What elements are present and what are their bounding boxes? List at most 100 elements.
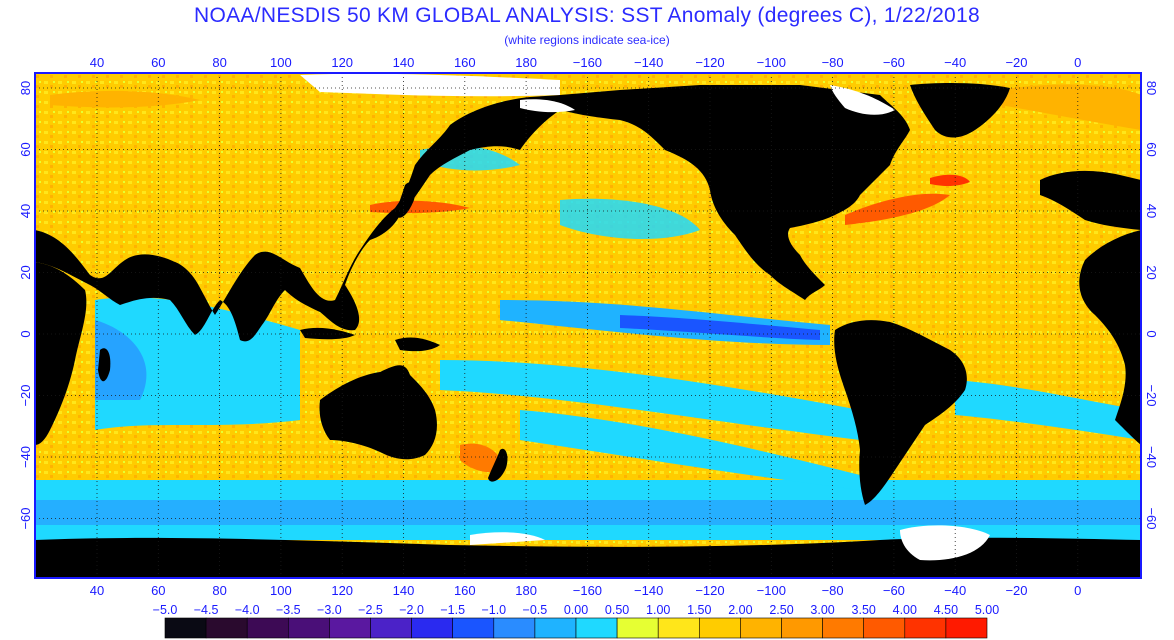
lat-tick-right: 80: [1144, 81, 1159, 95]
lon-tick-bottom: −60: [883, 583, 905, 598]
colorbar-label: 0.00: [564, 603, 588, 617]
colorbar-label: −3.0: [317, 603, 342, 617]
lat-ticks-left: 80 60 40 20 0 −20 −40 −60: [18, 81, 33, 530]
lon-tick-top: 120: [331, 55, 353, 70]
colorbar-swatch: [740, 617, 782, 639]
lat-tick-right: −60: [1144, 507, 1159, 529]
colorbar-swatch: [657, 617, 700, 639]
colorbar-label: 0.50: [605, 603, 629, 617]
land-north-america: [560, 85, 910, 300]
land-europe: [1040, 170, 1141, 230]
colorbar-swatch: [616, 617, 659, 639]
lat-tick-right: 40: [1144, 204, 1159, 218]
colorbar-swatch: [246, 617, 289, 639]
colorbar-swatch: [698, 617, 741, 639]
lon-tick-bottom: 140: [393, 583, 415, 598]
lon-tick-bottom: −20: [1005, 583, 1027, 598]
lat-tick-right: 20: [1144, 265, 1159, 279]
land-madagascar: [98, 348, 111, 382]
sea-ice-ross: [470, 532, 545, 545]
land-masses: [35, 83, 1141, 578]
sea-ice-arctic-pacific: [300, 73, 560, 97]
colorbar-swatch: [452, 617, 495, 639]
lat-tick-right: 60: [1144, 142, 1159, 156]
colorbar-swatch: [205, 617, 248, 639]
colorbar-swatch: [164, 617, 207, 639]
lon-tick-bottom: 80: [212, 583, 226, 598]
lon-tick-bottom: 100: [270, 583, 292, 598]
lon-tick-top: 100: [270, 55, 292, 70]
colorbar-swatch: [329, 617, 371, 639]
colorbar-label: −0.5: [523, 603, 548, 617]
lat-tick-left: 40: [18, 204, 33, 218]
colorbar-swatch: [575, 617, 618, 639]
lon-tick-bottom: −40: [944, 583, 966, 598]
lat-tick-left: −20: [18, 384, 33, 406]
colorbar-label: −4.0: [235, 603, 260, 617]
land-australia: [319, 365, 437, 460]
lon-tick-bottom: 160: [454, 583, 476, 598]
land-south-america: [834, 320, 967, 505]
lon-tick-bottom: −100: [757, 583, 786, 598]
colorbar-label: 1.00: [646, 603, 670, 617]
colorbar-swatch: [534, 617, 577, 639]
lon-tick-top: −100: [757, 55, 786, 70]
map-frame: [34, 72, 1142, 579]
lon-tick-top: 160: [454, 55, 476, 70]
colorbar-label: −1.5: [440, 603, 465, 617]
land-japan: [395, 182, 416, 218]
colorbar-swatch: [287, 617, 330, 639]
lon-tick-top: 0: [1074, 55, 1081, 70]
lon-tick-top: −120: [695, 55, 724, 70]
sea-ice-bering: [520, 99, 575, 113]
lon-tick-bottom: 0: [1074, 583, 1081, 598]
lat-tick-left: 80: [18, 81, 33, 95]
land-india: [175, 262, 205, 304]
colorbar-label: 2.50: [769, 603, 793, 617]
sea-ice-weddell: [900, 525, 990, 561]
colorbar: [164, 617, 988, 639]
land-indonesia: [300, 327, 355, 340]
lat-tick-left: 60: [18, 142, 33, 156]
lon-tick-bottom: −80: [822, 583, 844, 598]
colorbar-label: 3.00: [810, 603, 834, 617]
lat-tick-left: 0: [18, 330, 33, 337]
colorbar-label: −2.5: [358, 603, 383, 617]
colorbar-swatch: [904, 617, 947, 639]
colorbar-label: −2.0: [399, 603, 424, 617]
land-antarctica: [35, 537, 1141, 578]
map-title: NOAA/NESDIS 50 KM GLOBAL ANALYSIS: SST A…: [194, 4, 980, 27]
lon-tick-top: 180: [515, 55, 537, 70]
graticule: [35, 73, 1141, 578]
lat-ticks-right: 80 60 40 20 0 −20 −40 −60: [1144, 81, 1159, 530]
land-greenland: [910, 83, 1010, 138]
lon-tick-top: −60: [883, 55, 905, 70]
lon-tick-top: −80: [822, 55, 844, 70]
colorbar-label: −4.5: [194, 603, 219, 617]
colorbar-swatch: [822, 617, 864, 639]
land-africa-west: [35, 262, 87, 445]
colorbar-swatch: [493, 617, 536, 639]
colorbar-label: 1.50: [687, 603, 711, 617]
sea-ice: [300, 73, 990, 561]
land-new-zealand: [488, 448, 508, 482]
lon-tick-top: −40: [944, 55, 966, 70]
lon-tick-top: −20: [1005, 55, 1027, 70]
colorbar-swatch: [781, 617, 823, 639]
lon-ticks-top: 40 60 80 100 120 140 160 180 −160 −140 −120 −100 −80…: [90, 55, 1082, 70]
lon-tick-bottom: −160: [573, 583, 602, 598]
sea-ice-arctic-atlantic: [830, 85, 895, 115]
colorbar-label: 5.00: [975, 603, 999, 617]
colorbar-swatch: [370, 617, 412, 639]
lat-tick-right: −40: [1144, 446, 1159, 468]
map-subtitle: (white regions indicate sea-ice): [504, 33, 670, 47]
colorbar-labels: −5.0 −4.5 −4.0 −3.5 −3.0 −2.5 −2.0 −1.5 −1.0 −0.5…: [153, 603, 1000, 617]
colorbar-label: 2.00: [728, 603, 752, 617]
lon-tick-top: 80: [212, 55, 226, 70]
lon-tick-bottom: −140: [634, 583, 663, 598]
colorbar-label: 4.00: [893, 603, 917, 617]
lon-tick-top: 60: [151, 55, 165, 70]
lon-tick-bottom: 60: [151, 583, 165, 598]
colorbar-swatch: [945, 617, 988, 639]
